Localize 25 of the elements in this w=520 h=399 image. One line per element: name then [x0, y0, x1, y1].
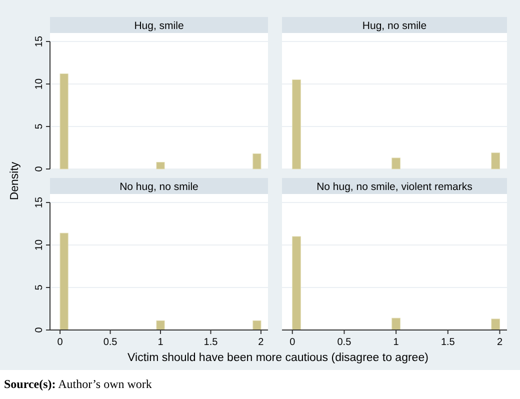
- chart-title: Hug, smile: [134, 20, 184, 32]
- x-tick-label: 1.5: [440, 337, 456, 348]
- chart-title: No hug, no smile: [120, 181, 199, 193]
- y-tick-label: 0: [34, 166, 45, 172]
- chart-title: No hug, no smile, violent remarks: [316, 181, 472, 193]
- y-tick-label: 10: [34, 239, 45, 251]
- y-axis-title: Density: [9, 162, 21, 200]
- y-tick-label: 10: [34, 78, 45, 90]
- x-tick-label: 2: [496, 337, 503, 348]
- x-tick-label: 0: [290, 337, 296, 348]
- x-tick-label: 2: [258, 337, 264, 348]
- source-note: Source(s): Author’s own work: [4, 377, 152, 391]
- y-tick-label: 15: [34, 36, 45, 48]
- y-tick-label: 15: [34, 196, 45, 208]
- x-tick-label: 1: [158, 337, 164, 348]
- y-tick-label: 0: [34, 326, 45, 333]
- x-axis-title: Victim should have been more cautious (disagree to agree): [128, 352, 429, 364]
- x-tick-label: 1.5: [204, 337, 218, 348]
- x-tick-label: 0: [57, 337, 64, 348]
- y-tick-label: 5: [34, 123, 45, 130]
- x-tick-label: 0.5: [103, 337, 118, 348]
- x-tick-label: 0.5: [337, 337, 352, 348]
- x-tick-label: 1: [393, 337, 400, 348]
- chart-title: Hug, no smile: [362, 20, 427, 32]
- y-tick-label: 5: [34, 284, 45, 290]
